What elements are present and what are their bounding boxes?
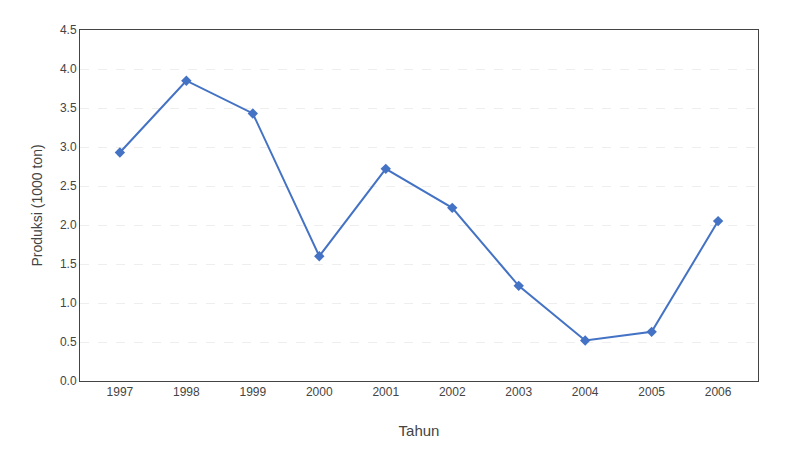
svg-text:Produksi (1000 ton): Produksi (1000 ton) — [29, 144, 45, 266]
svg-text:4.5: 4.5 — [60, 23, 77, 37]
svg-text:2004: 2004 — [572, 385, 599, 399]
svg-text:3.0: 3.0 — [60, 140, 77, 154]
svg-text:2006: 2006 — [705, 385, 732, 399]
svg-text:0.0: 0.0 — [60, 374, 77, 388]
svg-text:0.5: 0.5 — [60, 335, 77, 349]
svg-text:2.5: 2.5 — [60, 179, 77, 193]
svg-text:2003: 2003 — [505, 385, 532, 399]
svg-text:2002: 2002 — [439, 385, 466, 399]
svg-text:Tahun: Tahun — [399, 422, 440, 439]
svg-text:2005: 2005 — [638, 385, 665, 399]
svg-text:1.5: 1.5 — [60, 257, 77, 271]
svg-text:3.5: 3.5 — [60, 101, 77, 115]
svg-text:2001: 2001 — [372, 385, 399, 399]
svg-text:1997: 1997 — [107, 385, 134, 399]
svg-text:2000: 2000 — [306, 385, 333, 399]
svg-text:1.0: 1.0 — [60, 296, 77, 310]
svg-text:4.0: 4.0 — [60, 62, 77, 76]
svg-text:1998: 1998 — [173, 385, 200, 399]
svg-text:1999: 1999 — [239, 385, 266, 399]
svg-text:2.0: 2.0 — [60, 218, 77, 232]
